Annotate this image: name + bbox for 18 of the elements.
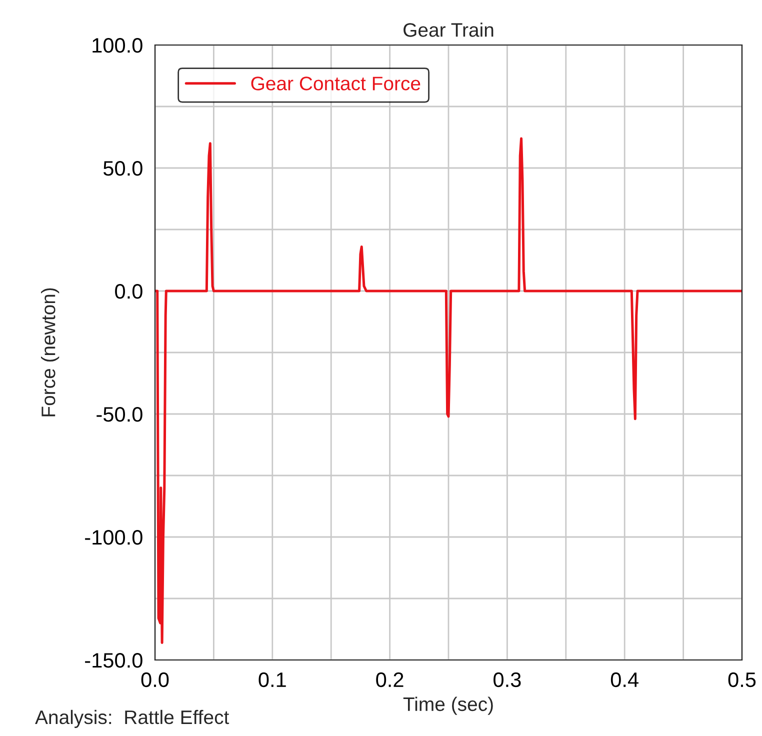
y-axis-title: Force (newton) xyxy=(41,288,60,416)
y-tick-label: -100.0 xyxy=(85,530,142,545)
legend-label: Gear Contact Force xyxy=(251,76,420,90)
y-tick-label: -150.0 xyxy=(85,653,142,668)
text: Analysis: Rattle Effect xyxy=(35,710,230,728)
chart-title: Gear Train xyxy=(404,22,494,37)
x-tick-label: 0.2 xyxy=(376,672,404,688)
x-tick-label: 0.3 xyxy=(494,672,521,688)
x-tick-label: 0.5 xyxy=(728,672,756,688)
x-tick-label: 0.0 xyxy=(141,672,169,688)
y-tick-label: 50.0 xyxy=(103,161,142,176)
x-tick-label: 0.1 xyxy=(258,672,286,688)
y-tick-label: 0.0 xyxy=(115,284,142,299)
x-tick-label: 0.4 xyxy=(610,672,638,688)
line-series xyxy=(155,137,742,644)
y-tick-label: -50.0 xyxy=(96,407,142,422)
y-tick-label: 100.0 xyxy=(92,38,142,53)
x-axis-title: Time (sec) xyxy=(403,696,493,715)
